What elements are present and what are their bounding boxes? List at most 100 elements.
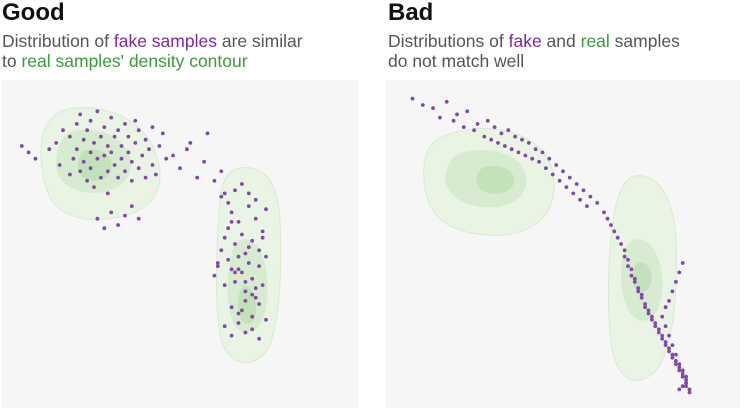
good-fake-sample-point [264, 207, 268, 212]
good-fake-sample-point [143, 175, 148, 180]
bad-fake-sample-point [636, 286, 641, 291]
good-fake-sample-point [229, 333, 234, 338]
good-fake-sample-point [243, 280, 248, 284]
good-fake-sample-point [236, 254, 241, 259]
bad-fake-sample-point [660, 336, 665, 341]
bad-fake-sample-point [632, 276, 637, 281]
good-fake-sample-point [178, 166, 182, 171]
good-fake-sample-point [236, 321, 241, 325]
good-fake-sample-point [57, 163, 62, 167]
good-fake-sample-point [164, 156, 169, 161]
good-fake-sample-point [129, 178, 134, 183]
good-fake-sample-point [236, 267, 241, 272]
good-fake-sample-point [253, 295, 258, 300]
good-fake-sample-point [99, 134, 103, 139]
bad-fake-sample-point [530, 156, 535, 161]
good-fake-sample-point [68, 172, 72, 177]
good-fake-sample-point [233, 280, 237, 284]
bad-fake-sample-point [684, 374, 688, 379]
good-fake-sample-point [250, 327, 255, 332]
good-fake-sample-point [109, 115, 114, 120]
good-fake-sample-point [212, 273, 217, 278]
bad-fake-sample-point [667, 349, 671, 354]
good-fake-sample-point [136, 128, 141, 133]
good-fake-sample-point [229, 267, 234, 272]
bad-fake-sample-point [499, 131, 504, 136]
bad-fake-sample-point [564, 185, 569, 189]
bad-fake-sample-point [516, 150, 521, 155]
bad-density-contour [475, 164, 516, 195]
bad-fake-sample-point [503, 144, 507, 148]
subtitle-good-line2-pre: to [2, 51, 22, 71]
bad-fake-sample-point [588, 194, 593, 199]
good-density-contour [77, 148, 113, 182]
good-fake-sample-point [150, 163, 155, 167]
bad-fake-sample-point [492, 125, 497, 129]
bad-fake-sample-point [537, 159, 541, 164]
bad-fake-sample-point [485, 118, 490, 123]
good-fake-sample-point [81, 137, 86, 142]
good-fake-sample-point [250, 314, 255, 319]
good-fake-sample-point [233, 270, 237, 275]
good-fake-sample-point [222, 324, 227, 329]
good-fake-sample-point [229, 220, 234, 224]
bad-fake-sample-point [496, 141, 500, 145]
good-fake-sample-point [85, 128, 89, 133]
good-fake-sample-point [154, 172, 158, 177]
bad-fake-sample-point [667, 333, 671, 338]
bad-fake-sample-point [629, 267, 634, 272]
good-fake-sample-point [246, 204, 251, 208]
bad-fake-sample-point [687, 390, 692, 395]
good-fake-sample-point [246, 191, 251, 196]
good-fake-sample-point [54, 141, 59, 145]
good-fake-sample-point [74, 147, 79, 152]
bad-fake-sample-point [680, 261, 685, 265]
good-fake-sample-point [215, 264, 220, 268]
bad-fake-sample-point [455, 112, 459, 117]
good-fake-sample-point [112, 163, 117, 167]
good-fake-sample-point [105, 191, 110, 196]
good-fake-sample-point [123, 169, 127, 174]
good-fake-sample-point [243, 299, 248, 303]
good-fake-sample-point [240, 232, 244, 237]
bad-fake-sample-point [482, 134, 487, 139]
bad-fake-sample-point [680, 374, 685, 379]
bad-fake-sample-point [663, 305, 668, 310]
good-fake-sample-point [250, 238, 255, 243]
bad-fake-sample-point [461, 125, 466, 129]
good-fake-sample-point [229, 305, 234, 310]
bad-fake-sample-point [444, 99, 449, 104]
bad-plot-background [386, 80, 740, 408]
good-fake-sample-point [116, 175, 120, 180]
bad-fake-sample-point [554, 163, 559, 167]
good-fake-sample-point [19, 144, 24, 148]
bad-fake-sample-point [663, 324, 668, 329]
bad-fake-sample-point [544, 166, 548, 171]
bad-fake-sample-point [643, 305, 647, 310]
scatter-plot-bad [386, 80, 740, 408]
scatter-plot-good [2, 80, 358, 408]
good-fake-sample-point [92, 141, 96, 145]
good-fake-sample-point [26, 150, 31, 155]
good-fake-sample-point [119, 156, 124, 161]
subtitle-good-real-samples: real samples' density contour [21, 51, 248, 71]
good-fake-sample-point [219, 194, 224, 199]
bad-fake-sample-point [622, 254, 627, 259]
bad-fake-sample-point [557, 178, 562, 183]
bad-fake-sample-point [605, 216, 610, 221]
good-fake-sample-point [250, 292, 255, 297]
good-fake-sample-point [202, 159, 207, 164]
bad-fake-sample-point [526, 141, 531, 145]
good-fake-sample-point [243, 251, 248, 256]
bad-fake-sample-point [684, 381, 688, 385]
bad-fake-sample-point [612, 229, 617, 234]
bad-fake-sample-point [650, 317, 654, 322]
good-fake-sample-point [147, 147, 151, 152]
subtitle-good-fake-samples: fake samples [113, 31, 217, 51]
good-fake-sample-point [126, 150, 131, 155]
bad-fake-sample-point [674, 280, 678, 284]
good-fake-sample-point [264, 317, 268, 322]
bad-fake-sample-point [656, 330, 661, 335]
good-fake-sample-point [253, 216, 258, 221]
bad-fake-sample-point [670, 289, 675, 294]
